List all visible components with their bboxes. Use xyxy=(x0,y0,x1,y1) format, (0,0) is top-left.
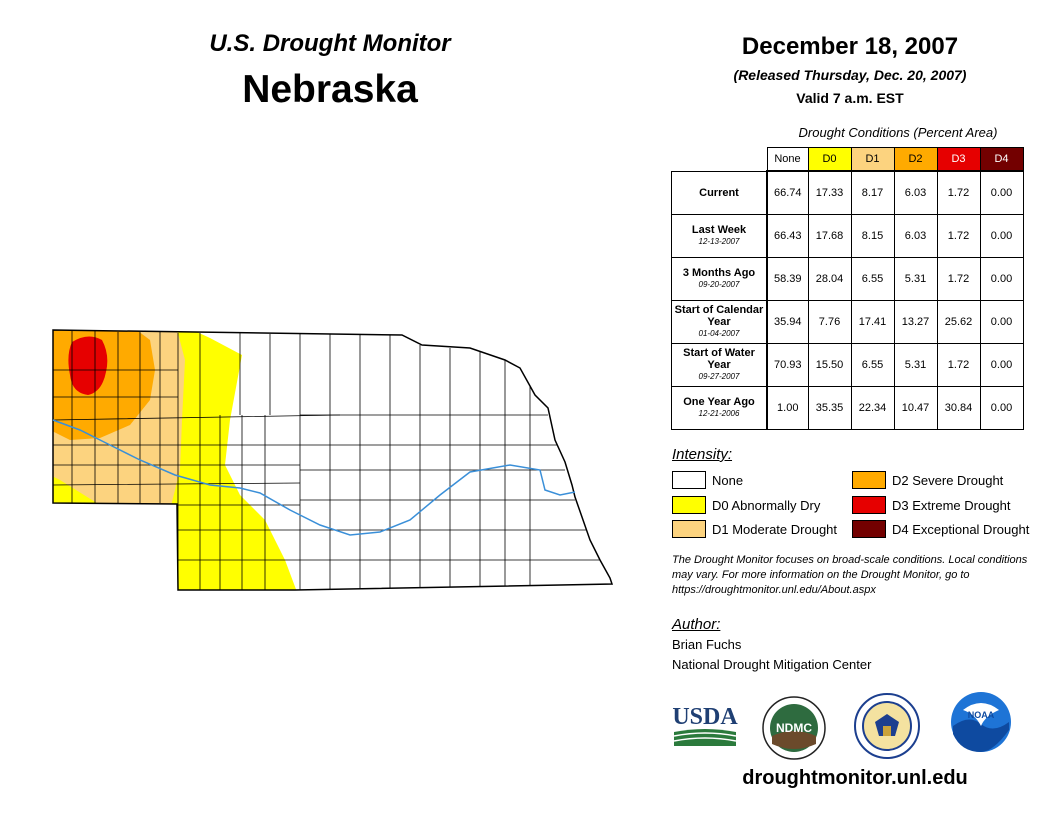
col-d1: D1 xyxy=(850,147,895,172)
table-row: Start of Calendar Year 01-04-2007 35.94 7… xyxy=(671,300,1024,344)
cell: 15.50 xyxy=(807,343,852,387)
row-label: Start of Water Year 09-27-2007 xyxy=(671,343,768,387)
cell: 0.00 xyxy=(979,343,1024,387)
legend-swatch xyxy=(672,471,706,489)
col-d0: D0 xyxy=(807,147,852,172)
col-d4: D4 xyxy=(979,147,1024,172)
legend-swatch xyxy=(852,520,886,538)
cell: 58.39 xyxy=(766,257,809,301)
legend-title: Intensity: xyxy=(672,446,733,463)
cell: 6.03 xyxy=(893,214,938,258)
cell: 17.41 xyxy=(850,300,895,344)
platte-river xyxy=(52,419,576,536)
table-row: Last Week 12-13-2007 66.43 17.68 8.15 6.0… xyxy=(671,214,1024,258)
cell: 28.04 xyxy=(807,257,852,301)
col-d3: D3 xyxy=(936,147,981,172)
cell: 66.74 xyxy=(766,170,809,215)
col-none: None xyxy=(766,147,809,172)
cell: 13.27 xyxy=(893,300,938,344)
table-row: 3 Months Ago 09-20-2007 58.39 28.04 6.55 … xyxy=(671,257,1024,301)
legend-item-d0: D0 Abnormally Dry xyxy=(672,496,820,514)
col-d2: D2 xyxy=(893,147,938,172)
cell: 5.31 xyxy=(893,257,938,301)
cell: 1.72 xyxy=(936,343,981,387)
cell: 35.35 xyxy=(807,386,852,430)
row-label: One Year Ago 12-21-2006 xyxy=(671,386,768,430)
cell: 70.93 xyxy=(766,343,809,387)
cell: 0.00 xyxy=(979,214,1024,258)
drought-conditions-table: None D0 D1 D2 D3 D4 Current 66.74 17.33 … xyxy=(671,147,1024,430)
cell: 1.72 xyxy=(936,214,981,258)
cell: 1.00 xyxy=(766,386,809,430)
map-subtitle: U.S. Drought Monitor xyxy=(209,30,451,57)
cell: 25.62 xyxy=(936,300,981,344)
legend-swatch xyxy=(672,496,706,514)
noaa-logo: NOAA xyxy=(951,692,1011,752)
cell: 8.17 xyxy=(850,170,895,215)
cell: 22.34 xyxy=(850,386,895,430)
cell: 0.00 xyxy=(979,386,1024,430)
state-border xyxy=(52,329,614,591)
cell: 35.94 xyxy=(766,300,809,344)
usda-logo: USDA xyxy=(672,704,738,746)
cell: 5.31 xyxy=(893,343,938,387)
author-org: National Drought Mitigation Center xyxy=(672,657,872,672)
row-label: 3 Months Ago 09-20-2007 xyxy=(671,257,768,301)
row-label: Current xyxy=(671,170,768,215)
legend-item-d4: D4 Exceptional Drought xyxy=(852,520,1029,538)
cell: 30.84 xyxy=(936,386,981,430)
table-row: Current 66.74 17.33 8.17 6.03 1.72 0.00 xyxy=(671,170,1024,215)
cell: 17.68 xyxy=(807,214,852,258)
svg-text:NOAA: NOAA xyxy=(968,710,995,720)
cell: 6.55 xyxy=(850,343,895,387)
legend-item-d1: D1 Moderate Drought xyxy=(672,520,837,538)
map-date: December 18, 2007 xyxy=(741,33,959,60)
row-label: Last Week 12-13-2007 xyxy=(671,214,768,258)
cell: 6.55 xyxy=(850,257,895,301)
table-title: Drought Conditions (Percent Area) xyxy=(798,125,998,140)
cell: 17.33 xyxy=(807,170,852,215)
cell: 0.00 xyxy=(979,300,1024,344)
ndmc-logo: NDMC xyxy=(762,696,826,760)
legend-swatch xyxy=(852,471,886,489)
cell: 10.47 xyxy=(893,386,938,430)
table-header-row: None D0 D1 D2 D3 D4 xyxy=(672,147,1024,172)
legend-item-none: None xyxy=(672,471,743,489)
cell: 0.00 xyxy=(979,257,1024,301)
author-heading: Author: xyxy=(672,616,721,633)
cell: 6.03 xyxy=(893,170,938,215)
table-corner xyxy=(672,148,768,172)
valid-time: Valid 7 a.m. EST xyxy=(796,90,904,106)
legend-item-d2: D2 Severe Drought xyxy=(852,471,1003,489)
doc-seal-logo xyxy=(854,693,920,759)
svg-text:USDA: USDA xyxy=(672,704,738,730)
state-title: Nebraska xyxy=(242,68,418,111)
author-name: Brian Fuchs xyxy=(672,637,742,652)
cell: 1.72 xyxy=(936,170,981,215)
legend-item-d3: D3 Extreme Drought xyxy=(852,496,1011,514)
cell: 0.00 xyxy=(979,170,1024,215)
cell: 8.15 xyxy=(850,214,895,258)
legend-swatch xyxy=(672,520,706,538)
row-label: Start of Calendar Year 01-04-2007 xyxy=(671,300,768,344)
svg-text:NDMC: NDMC xyxy=(776,721,812,735)
release-date: (Released Thursday, Dec. 20, 2007) xyxy=(733,67,967,83)
table-row: One Year Ago 12-21-2006 1.00 35.35 22.34 … xyxy=(671,386,1024,430)
legend-swatch xyxy=(852,496,886,514)
cell: 1.72 xyxy=(936,257,981,301)
nebraska-map xyxy=(52,329,614,591)
disclaimer-note: The Drought Monitor focuses on broad-sca… xyxy=(672,554,1028,596)
d3-area xyxy=(68,336,108,395)
website-url[interactable]: droughtmonitor.unl.edu xyxy=(742,767,968,789)
cell: 66.43 xyxy=(766,214,809,258)
cell: 7.76 xyxy=(807,300,852,344)
table-row: Start of Water Year 09-27-2007 70.93 15.5… xyxy=(671,343,1024,387)
